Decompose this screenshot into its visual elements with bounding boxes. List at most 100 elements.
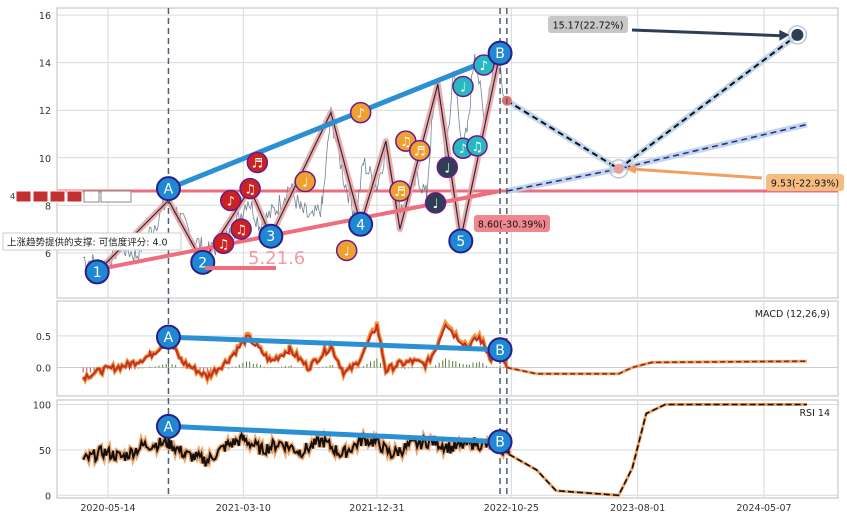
- rsi-panel-label: RSI 14: [799, 408, 830, 419]
- note-marker-symbol-10: ♬: [414, 145, 426, 160]
- note-marker-11: [424, 192, 447, 214]
- annotation-text-3: 8.60(-30.39%): [478, 220, 546, 231]
- note-marker-symbol-4: ♬: [252, 157, 264, 172]
- note-marker-10: [409, 139, 431, 162]
- price-y-tick-label-1: 8: [45, 201, 51, 212]
- rsi-line: [82, 431, 511, 467]
- annotation-text-1: 15.17(22.72%): [553, 21, 624, 32]
- badge-row-label: 4: [10, 192, 15, 201]
- note-marker-symbol-6: ♩: [344, 244, 350, 259]
- x-tick-label-5: 2024-05-07: [736, 503, 791, 514]
- upper-trend-line: [167, 53, 502, 192]
- price-y-tick-label-2: 10: [39, 154, 51, 165]
- note-marker-symbol-9: ♫: [400, 135, 412, 150]
- price-point-3: [258, 223, 284, 249]
- price-point-5-label: 5: [456, 234, 465, 250]
- faded-value-label: 5.21.6: [248, 248, 305, 269]
- price-point-A-label: A: [164, 182, 174, 198]
- annotation-arrowhead-2: [625, 163, 636, 174]
- price-point-B: [487, 40, 513, 66]
- macd-point-B: [487, 337, 513, 363]
- price-point-B-label: B: [495, 46, 505, 62]
- macd-y-tick-label-1: 0.5: [36, 332, 51, 343]
- annotation-box-1: [548, 16, 628, 33]
- forecast-mid-dot: [613, 163, 624, 174]
- x-tick-label-2: 2021-12-31: [349, 503, 404, 514]
- price-point-4: [348, 211, 374, 237]
- support-label: 上涨趋势提供的支撑: 可信度评分: 4.0: [7, 237, 168, 249]
- rsi-point-B-label: B: [495, 435, 505, 451]
- note-marker-symbol-1: ♫: [235, 223, 247, 238]
- macd-point-B-label: B: [495, 343, 505, 359]
- note-marker-4: [246, 151, 269, 174]
- annotation-box-3: [474, 215, 550, 232]
- rsi-trend-line: [168, 423, 501, 445]
- note-marker-2: [219, 189, 242, 212]
- price-point-3-label: 3: [266, 229, 275, 245]
- rsi-y-tick-label-1: 50: [39, 446, 51, 457]
- price-y-tick-label-0: 6: [45, 249, 51, 260]
- note-marker-0: [212, 232, 235, 255]
- macd-trend-line: [168, 334, 501, 353]
- note-marker-symbol-13: ♩: [460, 80, 466, 95]
- note-marker-13: [452, 75, 474, 98]
- x-tick-label-1: 2021-03-10: [216, 503, 271, 514]
- note-marker-symbol-7: ♪: [357, 107, 365, 122]
- note-marker-symbol-3: ♫: [244, 183, 256, 198]
- x-tick-label-4: 2023-08-01: [610, 503, 665, 514]
- rsi-forecast-line: [508, 403, 807, 497]
- badge-icon-3: [66, 190, 83, 203]
- macd-y-tick-label-0: 0.0: [36, 364, 51, 375]
- forecast-target-dot: [791, 28, 804, 41]
- note-marker-symbol-16: ♪: [480, 59, 488, 74]
- badge-icon-1: [32, 190, 49, 203]
- price-y-tick-label-5: 16: [39, 11, 51, 22]
- note-marker-5: [294, 170, 316, 193]
- rsi-point-B: [487, 429, 513, 455]
- price-point-1: [84, 259, 110, 285]
- note-marker-symbol-2: ♪: [227, 195, 235, 210]
- annotation-arrow-2: [630, 167, 763, 180]
- badge-icon-4: [83, 190, 100, 203]
- macd-point-A: [155, 324, 181, 350]
- x-tick-label-0: 2020-05-14: [80, 503, 135, 514]
- price-point-4-label: 4: [356, 217, 365, 233]
- support-label-box: [2, 232, 182, 251]
- annotation-box-2: [766, 174, 844, 191]
- macd-panel-label: MACD (12,26,9): [755, 309, 830, 320]
- macd-forecast-line: [506, 360, 807, 375]
- price-y-tick-label-4: 14: [39, 59, 51, 70]
- price-y-tick-label-3: 12: [39, 106, 51, 117]
- note-marker-symbol-12: ♩: [444, 161, 450, 176]
- x-tick-label-3: 2022-10-25: [484, 503, 539, 514]
- price-point-1-label: 1: [93, 265, 102, 281]
- annotation-arrow-1: [631, 28, 786, 38]
- rsi-y-tick-label-2: 100: [33, 401, 51, 412]
- note-marker-symbol-14: ♪: [459, 142, 467, 157]
- annotation-arrowhead-1: [779, 29, 790, 41]
- note-marker-symbol-15: ♫: [471, 140, 483, 155]
- note-marker-8: [389, 180, 411, 202]
- rsi-point-A-label: A: [164, 419, 174, 435]
- rsi-y-tick-label-0: 0: [45, 491, 51, 502]
- note-marker-16: [473, 54, 495, 76]
- price-point-A: [155, 176, 181, 202]
- badge-icon-0: [15, 190, 32, 203]
- note-marker-symbol-8: ♬: [394, 185, 406, 200]
- rsi-point-A: [155, 413, 181, 439]
- price-point-5: [448, 228, 474, 254]
- note-marker-12: [436, 156, 459, 179]
- annotation-text-2: 9.53(-22.93%): [771, 179, 839, 190]
- note-marker-15: [466, 135, 488, 157]
- badge-icon-2: [49, 190, 66, 203]
- note-marker-1: [230, 218, 252, 240]
- note-marker-symbol-11: ♩: [432, 197, 438, 212]
- macd-point-A-label: A: [164, 330, 174, 346]
- badge-icon-5: [100, 190, 132, 203]
- note-marker-symbol-0: ♫: [218, 237, 230, 252]
- note-marker-6: [335, 239, 358, 262]
- price-point-2-label: 2: [198, 255, 207, 271]
- note-marker-symbol-5: ♩: [302, 176, 308, 191]
- note-marker-7: [349, 101, 372, 124]
